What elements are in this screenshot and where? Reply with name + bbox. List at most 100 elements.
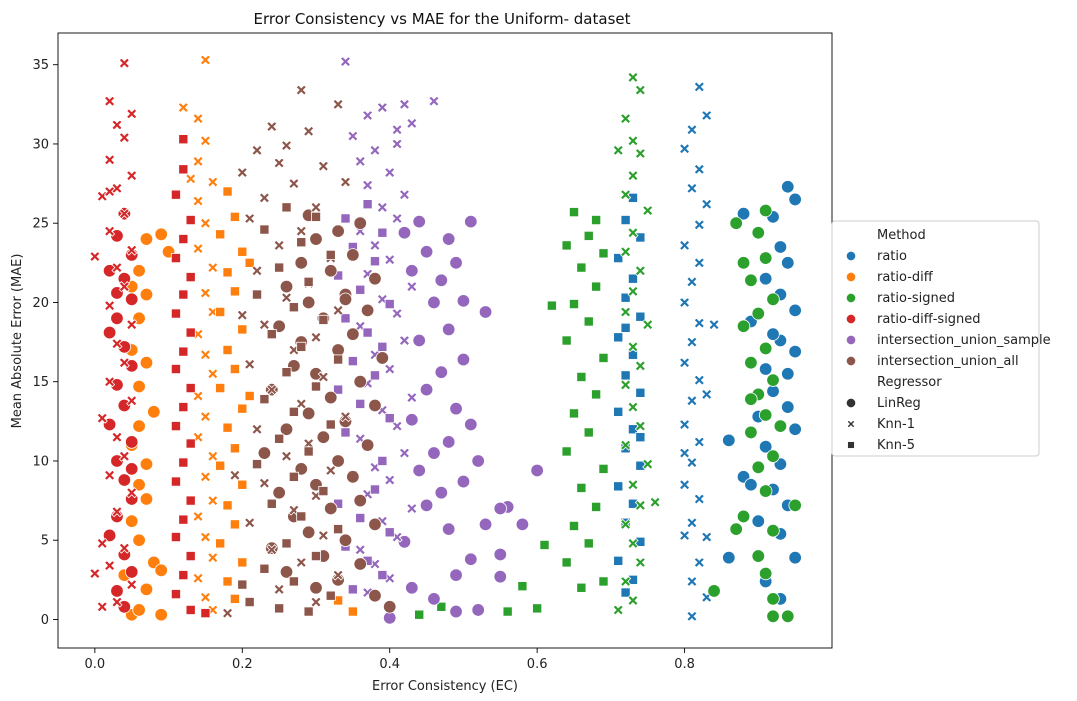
data-point <box>139 232 154 246</box>
data-point <box>199 471 211 483</box>
data-point <box>170 532 181 543</box>
data-point <box>634 147 646 160</box>
data-point <box>266 544 278 556</box>
legend-entry-Knn-1: Knn-1 <box>877 417 915 432</box>
data-point <box>773 240 788 254</box>
data-point <box>583 230 594 241</box>
data-point <box>627 71 639 83</box>
data-point <box>125 292 139 306</box>
x-axis-label: Error Consistency (EC) <box>372 679 518 694</box>
data-point <box>583 316 594 327</box>
data-point <box>178 346 189 357</box>
data-point <box>369 144 381 156</box>
data-point <box>273 157 285 169</box>
data-point <box>199 135 211 147</box>
data-point <box>722 550 736 565</box>
data-point <box>686 395 698 407</box>
data-point <box>758 484 773 498</box>
data-point <box>649 496 661 508</box>
data-point <box>170 589 181 600</box>
data-point <box>369 484 380 495</box>
data-point <box>215 229 226 240</box>
y-tick-label: 20 <box>32 296 49 311</box>
data-point <box>744 425 758 440</box>
data-point <box>310 381 321 392</box>
data-point <box>229 364 240 375</box>
data-point <box>132 478 146 492</box>
data-point <box>296 511 307 522</box>
legend-entry-ratio-signed: ratio-signed <box>877 291 955 306</box>
legend-marker-LinReg <box>845 397 857 409</box>
data-point <box>620 370 631 381</box>
data-point <box>207 262 219 274</box>
data-point <box>627 479 639 491</box>
data-point <box>627 227 639 239</box>
data-point <box>185 327 196 338</box>
data-point <box>736 319 751 333</box>
data-point <box>449 401 463 416</box>
data-point <box>199 287 211 299</box>
data-point <box>185 173 197 185</box>
data-point <box>185 272 196 283</box>
data-point <box>325 249 336 260</box>
data-point <box>781 256 795 270</box>
data-point <box>177 101 189 114</box>
data-point <box>384 166 396 179</box>
data-point <box>274 433 285 444</box>
data-point <box>635 387 646 398</box>
data-point <box>729 216 743 230</box>
data-point <box>244 212 256 225</box>
data-point <box>170 476 181 487</box>
data-point <box>325 590 336 601</box>
data-point <box>251 144 263 156</box>
data-point <box>185 215 196 226</box>
data-point <box>178 234 189 245</box>
data-point <box>620 215 631 226</box>
data-point <box>199 591 211 603</box>
data-point <box>679 143 691 155</box>
y-tick-label: 15 <box>32 375 49 390</box>
legend: Method ratio ratio-diff ratio-signed ratio-… <box>831 220 1051 457</box>
data-point <box>398 334 411 347</box>
data-point <box>591 215 602 226</box>
data-point <box>620 189 632 201</box>
data-point <box>333 384 344 395</box>
data-point <box>110 584 124 598</box>
data-point <box>493 569 507 584</box>
data-point <box>266 120 278 133</box>
data-point <box>288 302 299 313</box>
data-point <box>192 572 204 584</box>
legend-method-title: Method <box>877 228 926 243</box>
data-point <box>110 311 124 326</box>
data-point <box>244 390 255 401</box>
data-point <box>333 354 344 365</box>
data-point <box>154 608 168 622</box>
data-point <box>412 214 426 229</box>
data-point <box>281 202 292 213</box>
data-point <box>569 520 580 531</box>
x-tick-label: 0.4 <box>379 657 400 672</box>
data-point <box>406 117 418 129</box>
data-point <box>303 446 314 457</box>
data-point <box>353 375 367 389</box>
data-point <box>346 327 360 341</box>
data-point <box>766 592 780 606</box>
data-point <box>613 253 624 264</box>
data-point <box>368 271 382 286</box>
data-point <box>340 213 351 224</box>
legend-marker-ratio-diff-signed <box>845 313 857 325</box>
data-point <box>354 544 366 556</box>
data-point <box>104 225 116 237</box>
data-point <box>237 403 248 414</box>
data-point <box>530 463 544 478</box>
data-point <box>125 435 139 449</box>
data-point <box>471 454 485 468</box>
data-point <box>686 575 698 587</box>
data-point <box>251 423 263 435</box>
data-point <box>758 362 773 376</box>
data-point <box>414 609 425 620</box>
data-point <box>303 606 314 617</box>
data-point <box>627 135 639 147</box>
data-point <box>259 563 270 574</box>
